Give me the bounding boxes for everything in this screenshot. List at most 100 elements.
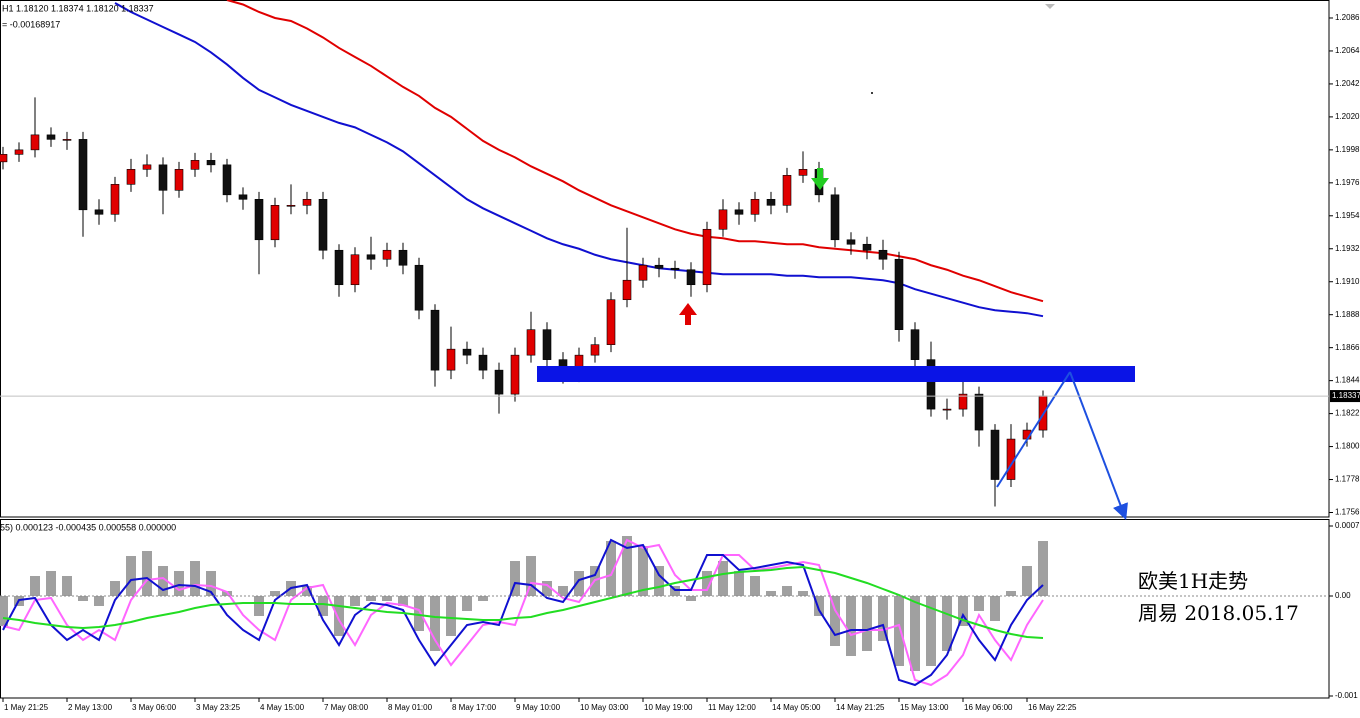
- y-tick-label: 1.1800: [1335, 442, 1360, 451]
- candle-body: [382, 249, 392, 260]
- moving-average: [114, 2, 1044, 318]
- histogram-bar: [558, 586, 568, 596]
- y-tick-label: 1.1954: [1335, 211, 1360, 220]
- histogram-bar: [94, 596, 104, 606]
- histogram-bar: [398, 596, 408, 606]
- y-tick-label: 1.1778: [1335, 475, 1360, 484]
- candle-body: [222, 164, 232, 196]
- candle-body: [366, 254, 376, 260]
- candle-body: [446, 348, 456, 371]
- candle-body: [190, 160, 200, 170]
- trend-line: [996, 371, 1071, 488]
- candle-body: [638, 264, 648, 281]
- candle-body: [126, 169, 136, 185]
- sell-arrow: [811, 168, 829, 190]
- histogram-bar: [542, 581, 552, 596]
- y-tick-label: -0.001: [1335, 691, 1358, 700]
- histogram-bar: [270, 591, 280, 596]
- y-tick-label: 1.2064: [1335, 46, 1360, 55]
- histogram-bar: [462, 596, 472, 611]
- candle-body: [302, 199, 312, 206]
- candle-body: [654, 264, 664, 269]
- histogram-bar: [750, 576, 760, 596]
- y-tick-label: 1.1910: [1335, 277, 1360, 286]
- histogram-bar: [0, 596, 8, 626]
- candle-body: [494, 369, 504, 395]
- histogram-bar: [30, 576, 40, 596]
- histogram-bar: [638, 546, 648, 596]
- y-tick-label: 1.1756: [1335, 508, 1360, 517]
- dot: [871, 92, 873, 94]
- x-tick-label: 2 May 13:00: [68, 703, 113, 712]
- indicator-plot: [0, 536, 1048, 687]
- histogram-bar: [878, 596, 888, 641]
- x-tick-label: 9 May 10:00: [516, 703, 561, 712]
- histogram-bar: [158, 566, 168, 596]
- buy-arrow: [679, 303, 697, 325]
- histogram-bar: [110, 581, 120, 596]
- histogram-bar: [350, 596, 360, 606]
- histogram-bar: [974, 596, 984, 611]
- chart-title: H1 1.18120 1.18374 1.18120 1.18337: [2, 3, 154, 13]
- y-tick-label: 1.1888: [1335, 310, 1360, 319]
- x-tick-label: 4 May 15:00: [260, 703, 305, 712]
- histogram-bar: [942, 596, 952, 651]
- histogram-bar: [1022, 566, 1032, 596]
- histogram-bar: [1006, 591, 1016, 596]
- x-tick-label: 10 May 03:00: [580, 703, 629, 712]
- candle-body: [46, 134, 56, 140]
- x-tick-label: 16 May 22:25: [1028, 703, 1077, 712]
- histogram-bar: [862, 596, 872, 651]
- candle-body: [142, 164, 152, 170]
- candle-body: [942, 408, 952, 411]
- histogram-bar: [46, 571, 56, 596]
- histogram-bar: [126, 556, 136, 596]
- candle-body: [766, 199, 776, 206]
- candle-body: [686, 269, 696, 286]
- candle-body: [798, 169, 808, 176]
- x-tick-label: 10 May 19:00: [644, 703, 693, 712]
- candle-body: [910, 329, 920, 360]
- candle-body: [846, 239, 856, 245]
- histogram-bar: [846, 596, 856, 656]
- candle-body: [718, 209, 728, 230]
- x-tick-label: 14 May 05:00: [772, 703, 821, 712]
- histogram-bar: [382, 596, 392, 601]
- histogram-bar: [782, 586, 792, 596]
- x-tick-label: 3 May 23:25: [196, 703, 241, 712]
- candle-body: [238, 194, 248, 200]
- candle-body: [782, 175, 792, 206]
- candle-body: [430, 309, 440, 371]
- histogram-bar: [430, 596, 440, 651]
- candle-body: [110, 184, 120, 215]
- candle-body: [590, 344, 600, 356]
- candle-body: [318, 199, 328, 251]
- histogram-bar: [958, 596, 968, 626]
- candle-body: [62, 139, 72, 141]
- candle-body: [878, 249, 888, 260]
- candle-body: [862, 243, 872, 251]
- main-plot: [0, 0, 1048, 507]
- indicator-line: [2, 538, 1044, 687]
- candle-body: [510, 354, 520, 395]
- candle-body: [702, 228, 712, 286]
- histogram-bar: [1038, 541, 1048, 596]
- x-tick-label: 8 May 01:00: [388, 703, 433, 712]
- y-tick-label: 1.2020: [1335, 112, 1360, 121]
- candle-body: [286, 205, 296, 207]
- x-tick-label: 3 May 06:00: [132, 703, 177, 712]
- chart-subtitle: = -0.00168917: [2, 19, 60, 29]
- y-tick-label: 1.2042: [1335, 79, 1360, 88]
- candle-body: [398, 249, 408, 266]
- candle-body: [14, 149, 24, 155]
- x-tick-label: 8 May 17:00: [452, 703, 497, 712]
- y-tick-label: 1.1976: [1335, 178, 1360, 187]
- y-tick-label: 1.1822: [1335, 409, 1360, 418]
- histogram-bar: [414, 596, 424, 631]
- candle-body: [254, 199, 264, 241]
- y-tick-label: 1.1932: [1335, 244, 1360, 253]
- histogram-bar: [926, 596, 936, 666]
- candle-body: [462, 348, 472, 356]
- y-tick-label: 0.00: [1335, 591, 1351, 600]
